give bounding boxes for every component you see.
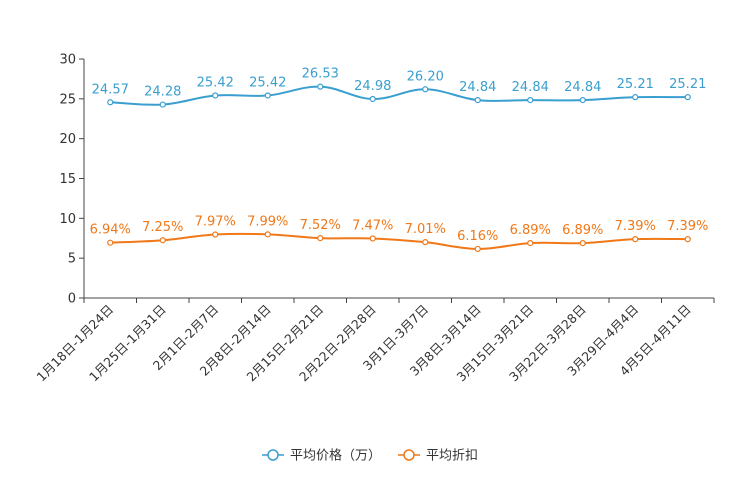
data-label: 7.39% <box>667 219 708 234</box>
data-point <box>527 97 534 104</box>
y-tick-label: 15 <box>59 172 76 187</box>
data-label: 6.89% <box>510 223 551 238</box>
data-label: 24.84 <box>564 80 601 95</box>
data-label: 7.52% <box>300 218 341 233</box>
data-label: 7.97% <box>195 215 236 230</box>
data-point <box>159 101 166 108</box>
data-point <box>317 234 324 242</box>
data-point <box>474 245 481 253</box>
data-point <box>369 95 376 103</box>
data-point <box>107 239 114 246</box>
legend-swatch-marker <box>403 449 415 461</box>
series-line <box>110 85 688 106</box>
data-label: 25.21 <box>617 77 654 92</box>
series-layer: 24.57 24.28 25.42 25.42 26.53 24.98 26.20 24.84… <box>90 67 708 253</box>
data-point <box>684 236 691 243</box>
data-point <box>527 240 534 247</box>
data-label: 26.53 <box>302 67 339 82</box>
series-avg-price: 24.57 24.28 25.42 25.42 26.53 24.98 26.20 24.84… <box>92 67 706 108</box>
legend-swatch-marker <box>267 449 279 461</box>
data-label: 7.39% <box>615 219 656 234</box>
data-point <box>317 83 324 90</box>
data-point <box>264 231 271 238</box>
series-avg-discount: 6.94% 7.25% 7.97% 7.99% 7.52% 7.47% 7.01% 6.16%… <box>90 214 708 253</box>
data-point <box>632 94 639 101</box>
data-label: 25.42 <box>197 75 234 90</box>
data-label: 24.57 <box>92 82 129 97</box>
data-label: 26.20 <box>407 69 444 84</box>
data-point <box>212 92 219 99</box>
data-point <box>579 97 586 104</box>
data-point <box>159 237 166 244</box>
y-tick-label: 10 <box>59 212 76 227</box>
data-label: 6.94% <box>90 223 131 238</box>
data-point <box>579 240 586 247</box>
data-point <box>369 235 376 242</box>
data-point <box>422 86 429 93</box>
data-point <box>107 99 114 106</box>
data-point <box>264 92 271 99</box>
y-tick-label: 0 <box>68 292 76 307</box>
data-label: 7.01% <box>405 222 446 237</box>
data-point <box>684 94 691 101</box>
data-label: 24.84 <box>512 80 549 95</box>
legend-item-avg-price[interactable]: 平均价格（万） <box>262 448 381 464</box>
data-label: 24.98 <box>354 79 391 94</box>
data-label: 7.47% <box>352 218 393 233</box>
legend-item-avg-discount[interactable]: 平均折扣 <box>398 449 478 464</box>
data-point <box>212 231 219 238</box>
y-tick-label: 5 <box>68 252 76 267</box>
data-label: 24.84 <box>459 80 496 95</box>
series-line <box>110 232 688 250</box>
y-tick-label: 20 <box>59 132 76 147</box>
chart-legend[interactable]: 平均价格（万） 平均折扣 <box>262 448 478 464</box>
legend-label: 平均价格（万） <box>290 448 381 464</box>
data-label: 6.16% <box>457 229 498 244</box>
data-point <box>632 236 639 243</box>
legend-label: 平均折扣 <box>426 449 478 464</box>
data-label: 24.28 <box>144 85 181 100</box>
y-tick-label: 30 <box>59 53 76 68</box>
y-tick-label: 25 <box>59 92 76 107</box>
data-point <box>474 97 481 104</box>
data-label: 6.89% <box>562 223 603 238</box>
data-label: 25.21 <box>669 77 706 92</box>
data-label: 7.99% <box>247 214 288 229</box>
data-point <box>422 239 429 246</box>
data-label: 7.25% <box>142 220 183 235</box>
data-label: 25.42 <box>249 75 286 90</box>
